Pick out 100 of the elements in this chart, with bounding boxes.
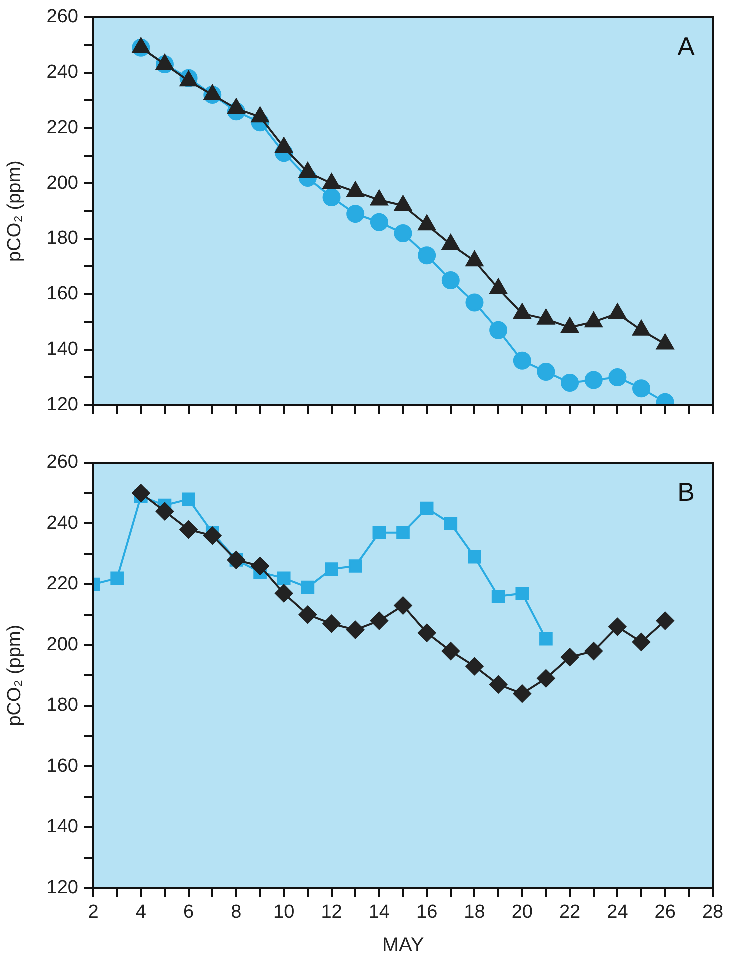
y-tick-label: 160: [46, 284, 78, 305]
y-tick-label: 200: [46, 172, 78, 194]
point: [608, 368, 627, 386]
point: [132, 484, 150, 502]
point: [442, 234, 460, 250]
x-tick-label: 12: [321, 902, 342, 923]
y-tick-label: 140: [46, 339, 78, 360]
point: [516, 586, 530, 600]
point: [513, 684, 532, 703]
point: [537, 670, 556, 688]
point: [275, 584, 294, 603]
point: [325, 562, 338, 576]
point: [442, 642, 460, 660]
y-tick-label: 260: [46, 6, 78, 28]
point: [346, 182, 364, 198]
point: [182, 492, 196, 506]
x-tick-label: 22: [559, 902, 581, 923]
point: [372, 526, 386, 540]
point: [420, 502, 434, 516]
point: [322, 614, 341, 633]
x-tick-label: 18: [464, 902, 486, 923]
point: [632, 320, 650, 336]
y-tick-label: 180: [46, 695, 78, 716]
point: [444, 517, 458, 530]
point: [492, 590, 506, 604]
y-axis-title: pCO₂ (ppm): [4, 160, 26, 262]
point: [656, 612, 674, 630]
point: [348, 560, 362, 573]
x-tick-label: 20: [512, 902, 533, 923]
y-tick-label: 260: [46, 452, 78, 474]
point: [537, 309, 556, 325]
y-tick-label: 140: [46, 816, 78, 838]
point: [466, 251, 484, 267]
point: [156, 54, 174, 70]
point: [584, 642, 603, 660]
point: [346, 621, 365, 640]
x-tick-label: 24: [607, 902, 629, 923]
x-axis-title: MAY: [382, 934, 424, 957]
x-tick-label: 8: [231, 902, 242, 923]
point: [632, 380, 651, 398]
point: [490, 676, 508, 694]
x-tick-label: 16: [416, 902, 438, 923]
y-tick-label: 160: [46, 756, 78, 777]
point: [540, 632, 553, 646]
point: [204, 526, 222, 545]
x-tick-label: 6: [184, 902, 194, 923]
x-tick-label: 28: [702, 902, 724, 923]
point: [396, 526, 410, 540]
point: [277, 572, 291, 586]
point: [132, 38, 150, 54]
point: [490, 321, 508, 340]
point: [514, 304, 532, 320]
point: [322, 174, 341, 190]
y-tick-label: 200: [46, 634, 78, 656]
x-tick-label: 14: [368, 902, 390, 923]
point: [418, 215, 436, 231]
point: [656, 334, 674, 350]
point: [299, 162, 317, 178]
point: [584, 371, 603, 390]
annotation: A: [678, 32, 696, 62]
point: [418, 624, 436, 642]
y-tick-label: 180: [46, 228, 78, 250]
point: [110, 572, 124, 586]
point: [466, 657, 484, 676]
point: [370, 612, 388, 630]
x-tick-label: 4: [136, 902, 147, 923]
point: [156, 502, 174, 521]
y-tick-label: 220: [46, 117, 78, 138]
point: [537, 362, 556, 381]
point: [561, 648, 580, 666]
point: [608, 304, 626, 320]
point: [632, 633, 651, 652]
point: [370, 190, 388, 206]
point: [301, 580, 315, 594]
x-tick-label: 26: [654, 902, 676, 923]
point: [561, 374, 580, 392]
y-tick-label: 220: [46, 574, 78, 595]
point: [251, 107, 270, 123]
x-tick-label: 2: [88, 902, 99, 923]
point: [561, 318, 579, 334]
point: [394, 196, 412, 212]
point: [466, 294, 484, 312]
point: [585, 312, 603, 328]
y-tick-label: 120: [46, 394, 78, 416]
point: [180, 520, 198, 539]
y-tick-label: 120: [46, 877, 78, 898]
y-tick-label: 240: [46, 62, 78, 84]
point: [394, 596, 412, 615]
point: [204, 84, 222, 100]
annotation: B: [678, 477, 695, 508]
point: [251, 557, 270, 576]
point: [608, 618, 627, 636]
y-tick-label: 240: [46, 512, 78, 534]
point: [227, 551, 246, 570]
y-axis-title: pCO₂ (ppm): [4, 624, 26, 726]
point: [298, 606, 317, 624]
point: [513, 352, 532, 370]
point: [468, 550, 482, 564]
point: [275, 138, 293, 154]
point: [490, 278, 508, 294]
